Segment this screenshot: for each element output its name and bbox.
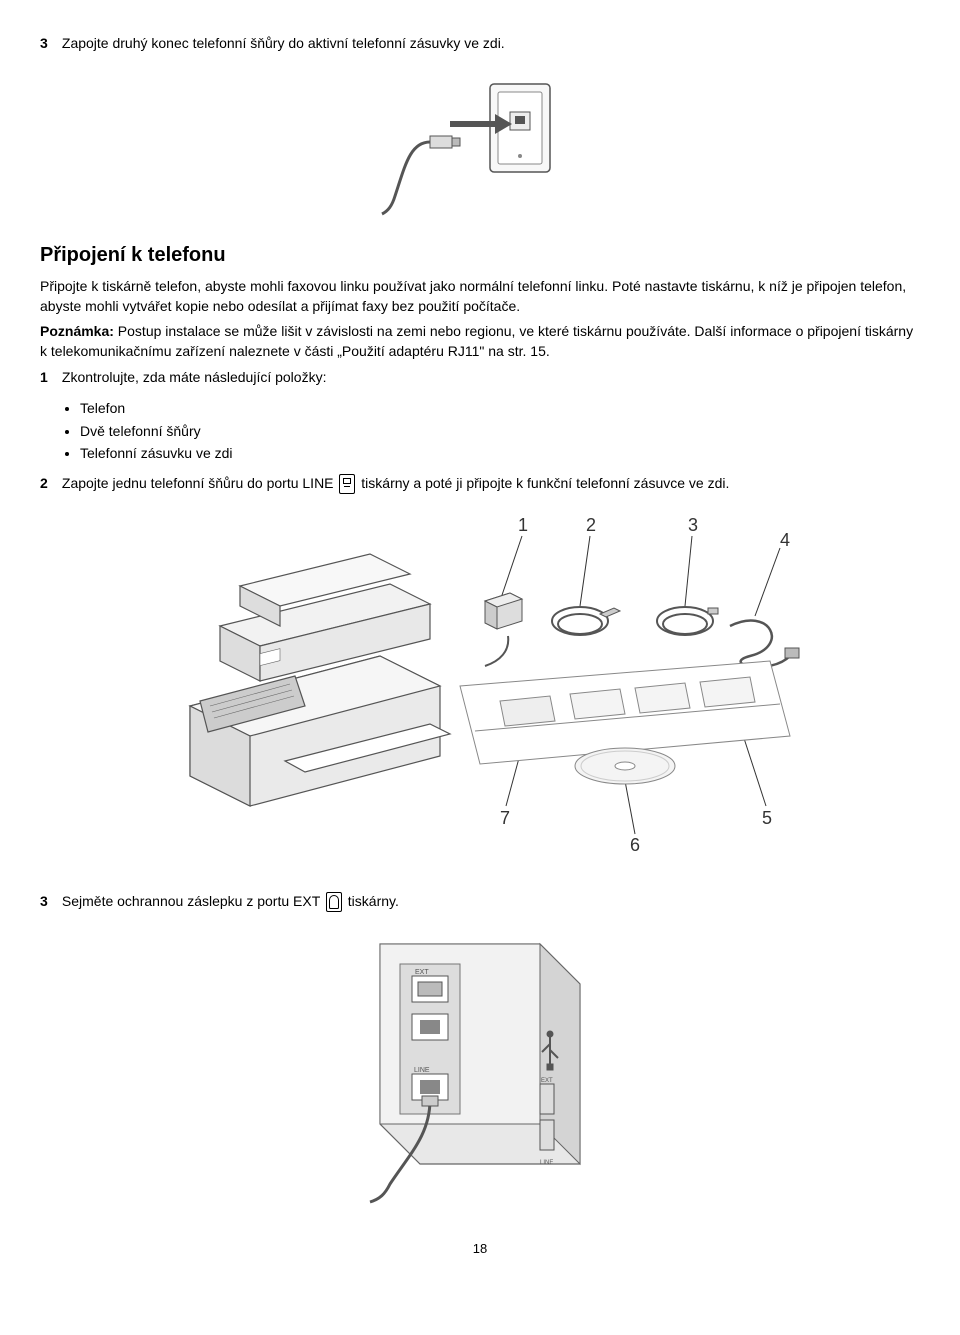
note-label: Poznámka: bbox=[40, 323, 114, 339]
intro-paragraph: Připojte k tiskárně telefon, abyste mohl… bbox=[40, 277, 920, 316]
list-item: Telefon bbox=[80, 399, 920, 419]
list-item: Telefonní zásuvku ve zdi bbox=[80, 444, 920, 464]
svg-text:LINE: LINE bbox=[540, 1160, 553, 1166]
step-text: Zkontrolujte, zda máte následující polož… bbox=[62, 369, 327, 385]
callout-3: 3 bbox=[688, 515, 698, 535]
step-number: 1 bbox=[40, 368, 58, 388]
step-text-pre: Sejměte ochrannou záslepku z portu EXT bbox=[62, 893, 324, 909]
step-text-pre: Zapojte jednu telefonní šňůru do portu L… bbox=[62, 475, 338, 491]
step-number: 3 bbox=[40, 892, 58, 912]
svg-text:LINE: LINE bbox=[414, 1067, 430, 1074]
step-number: 3 bbox=[40, 34, 58, 54]
callout-1: 1 bbox=[518, 515, 528, 535]
callout-7: 7 bbox=[500, 808, 510, 828]
list-item: Dvě telefonní šňůry bbox=[80, 422, 920, 442]
figure-box-contents: 1 2 3 4 5 6 7 bbox=[40, 506, 920, 872]
section-title: Připojení k telefonu bbox=[40, 241, 920, 269]
note-text: Postup instalace se může lišit v závislo… bbox=[40, 323, 913, 359]
figure-printer-rear: EXT LINE EXT LINE bbox=[40, 924, 920, 1210]
page-number: 18 bbox=[40, 1240, 920, 1258]
step-1: 1 Zkontrolujte, zda máte následující pol… bbox=[40, 368, 920, 388]
callout-5: 5 bbox=[762, 808, 772, 828]
svg-text:EXT: EXT bbox=[541, 1078, 553, 1084]
note-paragraph: Poznámka: Postup instalace se může lišit… bbox=[40, 322, 920, 361]
step-2: 2 Zapojte jednu telefonní šňůru do portu… bbox=[40, 474, 920, 494]
step-number: 2 bbox=[40, 474, 58, 494]
line-port-icon bbox=[339, 474, 355, 494]
step-3-bottom: 3 Sejměte ochrannou záslepku z portu EXT… bbox=[40, 892, 920, 912]
ext-port-icon bbox=[326, 892, 342, 912]
checklist: Telefon Dvě telefonní šňůry Telefonní zá… bbox=[80, 399, 920, 464]
svg-text:EXT: EXT bbox=[415, 969, 429, 976]
step-3-top: 3 Zapojte druhý konec telefonní šňůry do… bbox=[40, 34, 920, 54]
callout-6: 6 bbox=[630, 835, 640, 855]
callout-4: 4 bbox=[780, 530, 790, 550]
step-text-post: tiskárny. bbox=[344, 893, 399, 909]
figure-wall-jack bbox=[40, 66, 920, 222]
callout-2: 2 bbox=[586, 515, 596, 535]
step-text-post: tiskárny a poté ji připojte k funkční te… bbox=[357, 475, 729, 491]
step-text: Zapojte druhý konec telefonní šňůry do a… bbox=[62, 35, 505, 51]
printer-illustration bbox=[190, 554, 450, 806]
